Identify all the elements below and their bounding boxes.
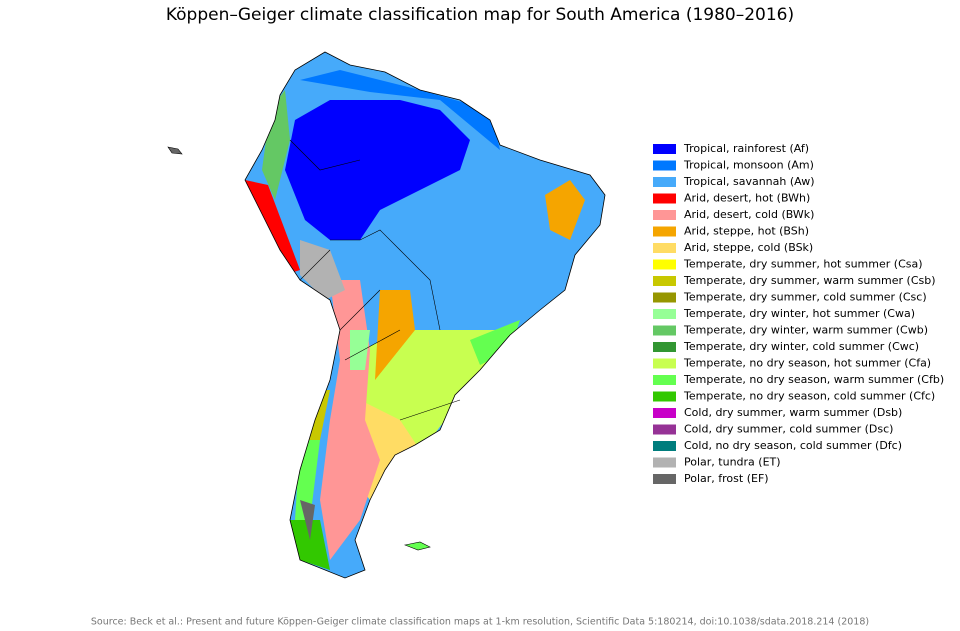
legend-swatch <box>653 292 676 303</box>
legend-swatch <box>653 177 676 187</box>
legend-label: Temperate, dry winter, hot summer (Cwa) <box>683 307 915 320</box>
legend-label: Arid, desert, hot (BWh) <box>684 192 810 205</box>
legend-swatch <box>653 358 676 369</box>
title: Köppen–Geiger climate classification map… <box>166 5 794 25</box>
legend-label: Tropical, monsoon (Am) <box>683 159 814 172</box>
legend-swatch <box>653 243 676 253</box>
legend-swatch <box>653 309 676 319</box>
legend-swatch <box>653 276 676 286</box>
legend-label: Polar, frost (EF) <box>684 472 769 485</box>
legend-swatch <box>653 375 676 385</box>
legend-label: Cold, dry summer, cold summer (Dsc) <box>684 423 893 436</box>
climate-map <box>245 52 605 578</box>
legend-swatch <box>653 325 676 336</box>
legend-swatch <box>653 474 676 484</box>
legend-label: Tropical, rainforest (Af) <box>683 142 809 155</box>
legend-label: Cold, dry summer, warm summer (Dsb) <box>684 406 902 419</box>
legend-swatch <box>653 226 676 237</box>
legend-label: Temperate, dry summer, warm summer (Csb) <box>683 274 936 287</box>
legend-label: Arid, desert, cold (BWk) <box>684 208 814 221</box>
legend-label: Tropical, savannah (Aw) <box>683 175 815 188</box>
legend-label: Temperate, dry summer, cold summer (Csc) <box>683 291 927 304</box>
source: Source: Beck et al.: Present and future … <box>91 617 869 628</box>
legend-swatch <box>653 259 676 270</box>
legend-label: Temperate, dry winter, cold summer (Cwc) <box>683 340 919 353</box>
legend-swatch <box>653 144 676 154</box>
legend-label: Temperate, dry winter, warm summer (Cwb) <box>683 324 928 337</box>
coastline <box>244 51 606 579</box>
legend-swatch <box>653 193 676 204</box>
legend-label: Polar, tundra (ET) <box>684 456 781 469</box>
borders <box>289 139 461 421</box>
legend-label: Arid, steppe, hot (BSh) <box>684 225 809 238</box>
legend-label: Temperate, dry summer, hot summer (Csa) <box>683 258 923 271</box>
legend-swatch <box>653 424 676 435</box>
legend-swatch <box>653 441 676 451</box>
legend-label: Temperate, no dry season, hot summer (Cf… <box>683 357 931 370</box>
legend-label: Temperate, no dry season, warm summer (C… <box>683 373 944 386</box>
legend-swatch <box>653 457 676 468</box>
falklands <box>403 541 431 551</box>
legend-label: Arid, steppe, cold (BSk) <box>684 241 813 254</box>
galapagos <box>167 146 183 155</box>
legend: Tropical, rainforest (Af) Tropical, monso… <box>653 142 944 485</box>
legend-swatch <box>653 160 676 171</box>
legend-swatch <box>653 408 676 418</box>
legend-swatch <box>653 342 676 352</box>
legend-label: Temperate, no dry season, cold summer (C… <box>683 390 935 403</box>
legend-swatch <box>653 391 676 402</box>
legend-swatch <box>653 210 676 220</box>
legend-label: Cold, no dry season, cold summer (Dfc) <box>684 439 902 452</box>
